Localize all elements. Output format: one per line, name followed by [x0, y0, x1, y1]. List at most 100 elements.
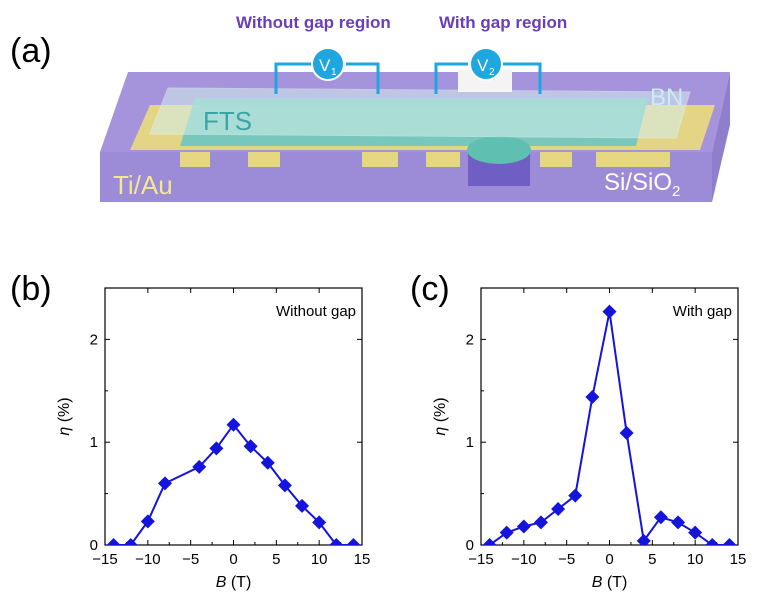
- y-axis-title: η (%): [432, 397, 449, 435]
- substrate-side-face: [712, 72, 730, 202]
- x-tick-label: −10: [511, 551, 536, 568]
- plot-frame: [104, 287, 363, 546]
- voltmeter-wires: [274, 62, 542, 94]
- data-point: [551, 502, 566, 517]
- label-fts: FTS: [203, 106, 253, 136]
- x-axis-title: B (T): [592, 574, 628, 591]
- voltmeter-2-subscript: 2: [489, 67, 495, 78]
- label-bn: BN: [650, 84, 684, 111]
- data-point: [619, 425, 634, 440]
- data-point: [243, 439, 258, 454]
- data-point: [295, 498, 310, 513]
- y-axis-title: η (%): [56, 397, 73, 435]
- y-tick-label: 1: [466, 434, 474, 451]
- y-tick-label: 0: [90, 537, 98, 554]
- chart-without-gap: −15 −10 −5 0 5 10 15 0 1 2 B (T) η (%) Without gap: [56, 287, 371, 591]
- x-tick-label: 15: [730, 551, 747, 568]
- data-point: [482, 538, 497, 545]
- plot-frame: [480, 287, 739, 546]
- x-tick-label: −15: [92, 551, 117, 568]
- data-point: [157, 476, 172, 491]
- y-axis-unit: (%): [56, 397, 73, 426]
- data-point: [226, 417, 241, 432]
- data-point: [192, 459, 207, 474]
- data-point: [329, 538, 344, 545]
- data-point: [277, 478, 292, 493]
- fts-sag: [467, 136, 531, 164]
- wire-v2-left: [434, 62, 468, 94]
- label-with-gap-region: With gap region: [439, 13, 568, 32]
- wire-v2-right: [502, 62, 542, 94]
- x-tick-label: 0: [605, 551, 613, 568]
- data-point: [722, 538, 737, 545]
- x-tick-label: 15: [354, 551, 371, 568]
- data-point: [602, 304, 617, 319]
- data-point: [209, 441, 224, 456]
- voltmeter-1-subscript: 1: [331, 67, 337, 78]
- x-tick-label: 10: [311, 551, 328, 568]
- data-point: [499, 525, 514, 540]
- gold-pads: [180, 152, 670, 167]
- y-tick-label: 2: [90, 331, 98, 348]
- data-point: [705, 538, 720, 545]
- wire-v1-right: [346, 62, 380, 94]
- x-axis-unit: (T): [226, 574, 251, 591]
- panel-label-b: (b): [10, 270, 52, 308]
- label-without-gap-region: Without gap region: [236, 13, 391, 32]
- x-axis-var: B: [216, 574, 227, 591]
- y-axis-var: η: [432, 427, 449, 436]
- label-substrate: Si/SiO2: [604, 169, 680, 200]
- data-point: [636, 533, 651, 545]
- data-point: [585, 389, 600, 404]
- voltmeter-1-icon: [311, 47, 345, 81]
- panel-label-c: (c): [410, 270, 450, 308]
- y-tick-label: 1: [90, 434, 98, 451]
- data-point: [140, 514, 155, 529]
- x-axis-var: B: [592, 574, 603, 591]
- gold-pad: [362, 152, 398, 167]
- device-schematic: V 1 V 2: [100, 47, 730, 202]
- label-tiau: Ti/Au: [113, 170, 173, 200]
- voltmeter-1-symbol: V: [319, 56, 331, 75]
- x-tick-label: 10: [687, 551, 704, 568]
- x-tick-label: −15: [468, 551, 493, 568]
- data-point: [653, 510, 668, 525]
- data-point: [106, 538, 121, 545]
- y-tick-label: 2: [466, 331, 474, 348]
- x-tick-label: −5: [182, 551, 199, 568]
- x-tick-label: 5: [648, 551, 656, 568]
- chart-inside-label: With gap: [673, 303, 732, 320]
- gold-pad: [248, 152, 280, 167]
- panel-label-a: (a): [10, 32, 52, 70]
- gold-pad: [180, 152, 210, 167]
- chart-with-gap: −15 −10 −5 0 5 10 15 0 1 2 B (T) η (%) With gap: [432, 287, 747, 591]
- x-axis-unit: (T): [602, 574, 627, 591]
- gold-pad: [540, 152, 572, 167]
- chart-inside-label: Without gap: [276, 303, 356, 320]
- gold-pad: [426, 152, 460, 167]
- data-point: [533, 515, 548, 530]
- data-point: [123, 538, 138, 545]
- label-substrate-prefix: Si/SiO: [604, 169, 673, 196]
- y-tick-label: 0: [466, 537, 474, 554]
- wire-v1-left: [274, 62, 312, 94]
- bn-flake: [149, 87, 691, 139]
- x-tick-label: −5: [558, 551, 575, 568]
- label-substrate-subscript: 2: [672, 182, 681, 200]
- data-point: [312, 515, 327, 530]
- gold-pad: [596, 152, 670, 167]
- x-tick-label: 5: [272, 551, 280, 568]
- voltmeter-2-symbol: V: [477, 56, 489, 75]
- data-point: [568, 488, 583, 503]
- series-line: [488, 311, 730, 545]
- x-tick-label: 0: [229, 551, 237, 568]
- y-axis-var: η: [56, 427, 73, 436]
- y-axis-unit: (%): [432, 397, 449, 426]
- data-point: [516, 519, 531, 534]
- x-axis-title: B (T): [216, 574, 252, 591]
- data-point: [688, 525, 703, 540]
- voltmeter-2-icon: [469, 47, 503, 81]
- data-point: [346, 538, 361, 545]
- data-point: [260, 455, 275, 470]
